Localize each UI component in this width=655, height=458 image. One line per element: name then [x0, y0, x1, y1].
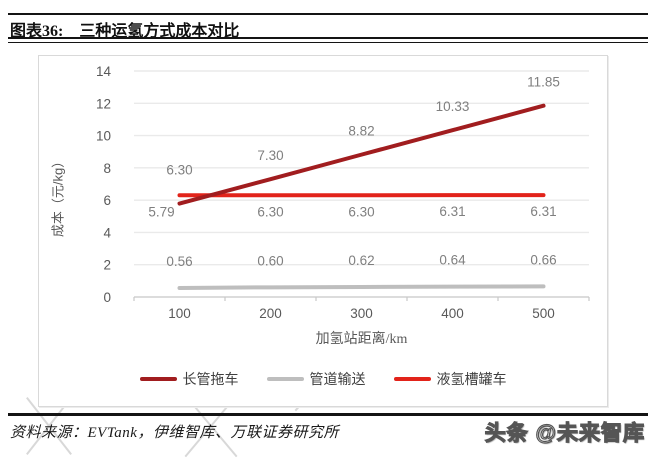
- y-tick-label: 12: [96, 96, 111, 111]
- y-axis-title: 成本（元/kg）: [50, 154, 66, 238]
- pipeline-data-label: 0.56: [166, 254, 192, 269]
- x-tick-label: 300: [350, 306, 373, 321]
- x-tick-label: 500: [532, 306, 555, 321]
- legend-label-tube-trailer: 长管拖车: [182, 373, 239, 388]
- liquid-hydrogen-tanker-data-label: 6.31: [530, 204, 556, 219]
- y-tick-label: 0: [103, 290, 111, 305]
- x-axis-title: 加氢站距离/km: [315, 332, 408, 347]
- x-tick-label: 400: [441, 306, 464, 321]
- pipeline-data-label: 0.66: [530, 252, 556, 267]
- legend-marker-liquid-hydrogen-tanker: [393, 377, 431, 381]
- liquid-hydrogen-tanker-data-label: 6.30: [348, 204, 374, 219]
- header-double-rule-bottom: [8, 42, 648, 43]
- pipeline-data-label: 0.64: [439, 253, 466, 268]
- header-top-rule: [8, 13, 648, 15]
- liquid-hydrogen-tanker-data-label: 6.30: [257, 204, 283, 219]
- y-tick-label: 4: [103, 225, 111, 240]
- legend-item-liquid-hydrogen-tanker: 液氢槽罐车: [393, 369, 507, 389]
- tube-trailer-data-label: 10.33: [436, 99, 470, 114]
- source-line: 资料来源：EVTank，伊维智库、万联证券研究所: [10, 425, 339, 441]
- legend-item-pipeline: 管道输送: [266, 369, 366, 389]
- legend-item-tube-trailer: 长管拖车: [139, 369, 239, 389]
- tube-trailer-data-label: 7.30: [257, 148, 283, 163]
- chart-card: 0 2 4 6 8 10 12 14 100 200 300 400 500 5.79 7.30 8.82 10…: [38, 55, 608, 407]
- footer-rule: [8, 413, 648, 416]
- figure-number-label: 图表36:: [10, 23, 64, 40]
- x-tick-label: 100: [168, 306, 191, 321]
- cost-comparison-chart: 0 2 4 6 8 10 12 14 100 200 300 400 500 5.79 7.30 8.82 10…: [96, 64, 590, 321]
- pipeline-line: [177, 284, 546, 290]
- y-tick-label: 8: [103, 161, 111, 176]
- y-tick-label: 10: [96, 129, 111, 144]
- legend-marker-pipeline: [266, 377, 304, 381]
- y-tick-label: 2: [103, 258, 111, 273]
- toutiao-watermark: 头条 @未来智库: [484, 421, 645, 445]
- legend-marker-tube-trailer: [139, 377, 177, 381]
- legend-label-pipeline: 管道输送: [309, 373, 366, 388]
- tube-trailer-data-label: 11.85: [527, 75, 560, 90]
- figure-header: 图表36: 三种运氢方式成本对比: [10, 17, 239, 41]
- header-double-rule-top: [8, 37, 648, 39]
- y-tick-label: 6: [103, 193, 111, 208]
- liquid-hydrogen-tanker-data-label: 6.31: [439, 204, 465, 219]
- chart-legend: 长管拖车 管道输送 液氢槽罐车: [39, 369, 607, 389]
- liquid-hydrogen-tanker-data-label: 6.30: [166, 162, 192, 177]
- pipeline-data-label: 0.60: [257, 253, 283, 268]
- y-tick-label: 14: [96, 64, 112, 79]
- x-tick-label: 200: [259, 306, 282, 321]
- pipeline-data-label: 0.62: [348, 253, 374, 268]
- tube-trailer-data-label: 8.82: [348, 124, 374, 139]
- tube-trailer-line: [177, 103, 546, 206]
- figure-title: 三种运氢方式成本对比: [79, 23, 240, 40]
- tube-trailer-data-label: 5.79: [148, 205, 174, 220]
- legend-label-liquid-hydrogen-tanker: 液氢槽罐车: [436, 373, 507, 388]
